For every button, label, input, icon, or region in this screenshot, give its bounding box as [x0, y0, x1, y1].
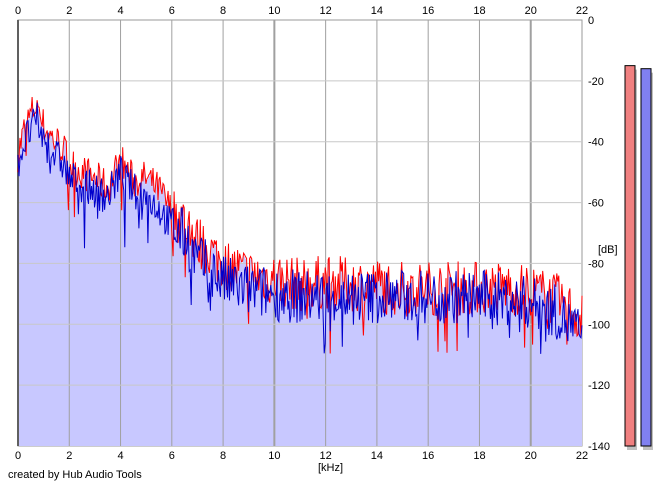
x-tick-bottom-0: 0 [15, 450, 21, 462]
x-tick-top-0: 0 [15, 5, 21, 17]
y-tick-2: -40 [588, 137, 604, 149]
series-line-1 [17, 102, 583, 354]
level-meter-1 [640, 68, 652, 447]
y-tick-1: -20 [588, 76, 604, 88]
x-axis-label: [kHz] [318, 462, 343, 474]
x-tick-bottom-5: 10 [268, 450, 280, 462]
x-tick-bottom-2: 4 [117, 450, 123, 462]
y-tick-5: -100 [588, 319, 610, 331]
level-meters [624, 65, 653, 451]
y-tick-6: -120 [588, 380, 610, 392]
level-meter-0 [624, 65, 636, 447]
x-tick-top-9: 18 [473, 5, 485, 17]
x-tick-bottom-7: 14 [371, 450, 383, 462]
x-tick-bottom-4: 8 [220, 450, 226, 462]
x-tick-bottom-6: 12 [320, 450, 332, 462]
x-tick-top-3: 6 [169, 5, 175, 17]
grid-lines [17, 20, 582, 446]
x-tick-labels-bottom: 0 2 4 6 8 10 12 14 16 18 20 22 [15, 450, 588, 462]
x-tick-top-2: 4 [117, 5, 123, 17]
x-tick-top-1: 2 [66, 5, 72, 17]
x-tick-labels-top: 0 2 4 6 8 10 12 14 16 18 20 22 [15, 5, 588, 17]
y-tick-3: -60 [588, 198, 604, 210]
x-tick-top-6: 12 [320, 5, 332, 17]
x-tick-bottom-8: 16 [422, 450, 434, 462]
x-tick-bottom-10: 20 [525, 450, 537, 462]
x-tick-top-7: 14 [371, 5, 383, 17]
x-tick-bottom-11: 22 [576, 450, 588, 462]
x-tick-top-8: 16 [422, 5, 434, 17]
y-tick-4: -80 [588, 258, 604, 270]
x-tick-bottom-9: 18 [473, 450, 485, 462]
x-tick-top-11: 22 [576, 5, 588, 17]
x-tick-bottom-1: 2 [66, 450, 72, 462]
x-tick-bottom-3: 6 [169, 450, 175, 462]
x-tick-top-10: 20 [525, 5, 537, 17]
y-axis-label: [dB] [598, 244, 618, 256]
series-layer [17, 96, 583, 354]
credit-text: created by Hub Audio Tools [8, 469, 142, 481]
x-tick-top-4: 8 [220, 5, 226, 17]
y-tick-0: 0 [588, 15, 594, 27]
x-tick-top-5: 10 [268, 5, 280, 17]
y-tick-7: -140 [588, 441, 610, 453]
y-tick-labels: 0 -20 -40 -60 -80 -100 -120 -140 [588, 15, 610, 453]
